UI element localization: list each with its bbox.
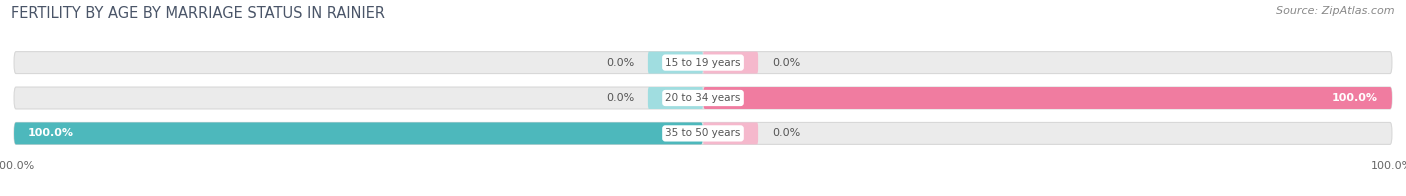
Text: Source: ZipAtlas.com: Source: ZipAtlas.com: [1277, 6, 1395, 16]
FancyBboxPatch shape: [703, 122, 758, 144]
Text: 100.0%: 100.0%: [1331, 93, 1378, 103]
Text: 15 to 19 years: 15 to 19 years: [665, 58, 741, 68]
Text: 0.0%: 0.0%: [606, 93, 634, 103]
FancyBboxPatch shape: [703, 87, 1392, 109]
FancyBboxPatch shape: [14, 87, 1392, 109]
FancyBboxPatch shape: [648, 52, 703, 74]
Text: 0.0%: 0.0%: [772, 128, 800, 138]
Text: 35 to 50 years: 35 to 50 years: [665, 128, 741, 138]
Text: 20 to 34 years: 20 to 34 years: [665, 93, 741, 103]
FancyBboxPatch shape: [14, 122, 703, 144]
FancyBboxPatch shape: [703, 52, 758, 74]
Text: FERTILITY BY AGE BY MARRIAGE STATUS IN RAINIER: FERTILITY BY AGE BY MARRIAGE STATUS IN R…: [11, 6, 385, 21]
Text: 0.0%: 0.0%: [606, 58, 634, 68]
Text: 0.0%: 0.0%: [772, 58, 800, 68]
FancyBboxPatch shape: [648, 87, 703, 109]
FancyBboxPatch shape: [14, 122, 1392, 144]
Text: 100.0%: 100.0%: [28, 128, 75, 138]
FancyBboxPatch shape: [14, 52, 1392, 74]
